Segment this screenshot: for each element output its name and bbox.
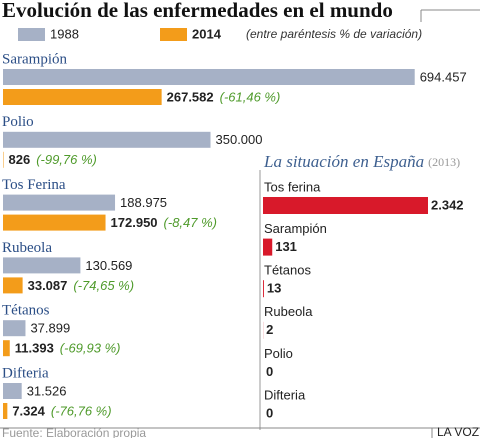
legend-note: (entre paréntesis % de variación)	[246, 27, 422, 41]
variation-label: (-74,65 %)	[73, 278, 134, 293]
value-label: 2.342	[431, 197, 464, 212]
bar	[3, 383, 22, 399]
variation-label: (-99,76 %)	[36, 152, 97, 167]
bar	[3, 89, 162, 105]
variation-label: (-8,47 %)	[164, 215, 217, 230]
value-label: 826	[8, 152, 30, 167]
value-label: 11.393	[15, 341, 54, 356]
value-label: 131	[275, 239, 297, 254]
publisher: LA VOZ	[437, 425, 479, 438]
value-label: 13	[267, 281, 281, 296]
bar	[263, 197, 428, 214]
category-label: Rubeola	[264, 304, 313, 319]
legend-swatch	[18, 28, 45, 41]
category-label: Sarampión	[264, 221, 327, 236]
chart-title: Evolución de las enfermedades en el mund…	[2, 0, 393, 22]
bar	[3, 320, 26, 337]
category-label: Tos ferina	[264, 179, 321, 194]
bar	[3, 69, 415, 85]
value-label: 7.324	[12, 403, 45, 418]
category-label: Tétanos	[2, 303, 50, 319]
value-label: 188.975	[120, 195, 167, 210]
bar	[3, 277, 23, 294]
source: Fuente: Elaboración propia	[2, 426, 146, 438]
value-label: 0	[266, 364, 273, 379]
value-label: 2	[266, 322, 273, 337]
value-label: 267.582	[167, 89, 214, 104]
bar	[3, 257, 81, 274]
bar	[263, 280, 264, 298]
value-label: 0	[266, 405, 273, 420]
bar	[3, 194, 116, 211]
category-label: Difteria	[2, 365, 49, 381]
category-label: Sarampión	[2, 51, 67, 67]
category-label: Polio	[2, 114, 34, 130]
value-label: 31.526	[27, 383, 67, 398]
bar	[3, 214, 106, 231]
subtitle: (2013)	[428, 155, 460, 169]
bar	[3, 340, 10, 357]
variation-label: (-61,46 %)	[220, 89, 281, 104]
bar	[3, 131, 211, 148]
legend-label: 1988	[50, 26, 79, 41]
value-label: 130.569	[85, 258, 132, 273]
variation-label: (-69,93 %)	[60, 341, 121, 356]
category-label: Tétanos	[264, 263, 311, 278]
bar	[263, 238, 273, 256]
legend-swatch	[160, 28, 187, 41]
value-label: 33.087	[28, 278, 68, 293]
value-label: 37.899	[30, 321, 70, 336]
category-label: Difteria	[264, 387, 306, 402]
bar	[3, 403, 8, 419]
legend-label: 2014	[192, 26, 222, 41]
title-text: La situación en España	[263, 152, 424, 171]
category-label: Tos Ferina	[2, 177, 66, 193]
value-label: 172.950	[111, 215, 158, 230]
value-label: 694.457	[420, 69, 467, 84]
category-label: Rubeola	[2, 240, 52, 256]
category-label: Polio	[264, 346, 293, 361]
variation-label: (-76,76 %)	[51, 403, 112, 418]
value-label: 350.000	[216, 132, 263, 147]
chart-title: La situación en España (2013)	[263, 152, 460, 171]
